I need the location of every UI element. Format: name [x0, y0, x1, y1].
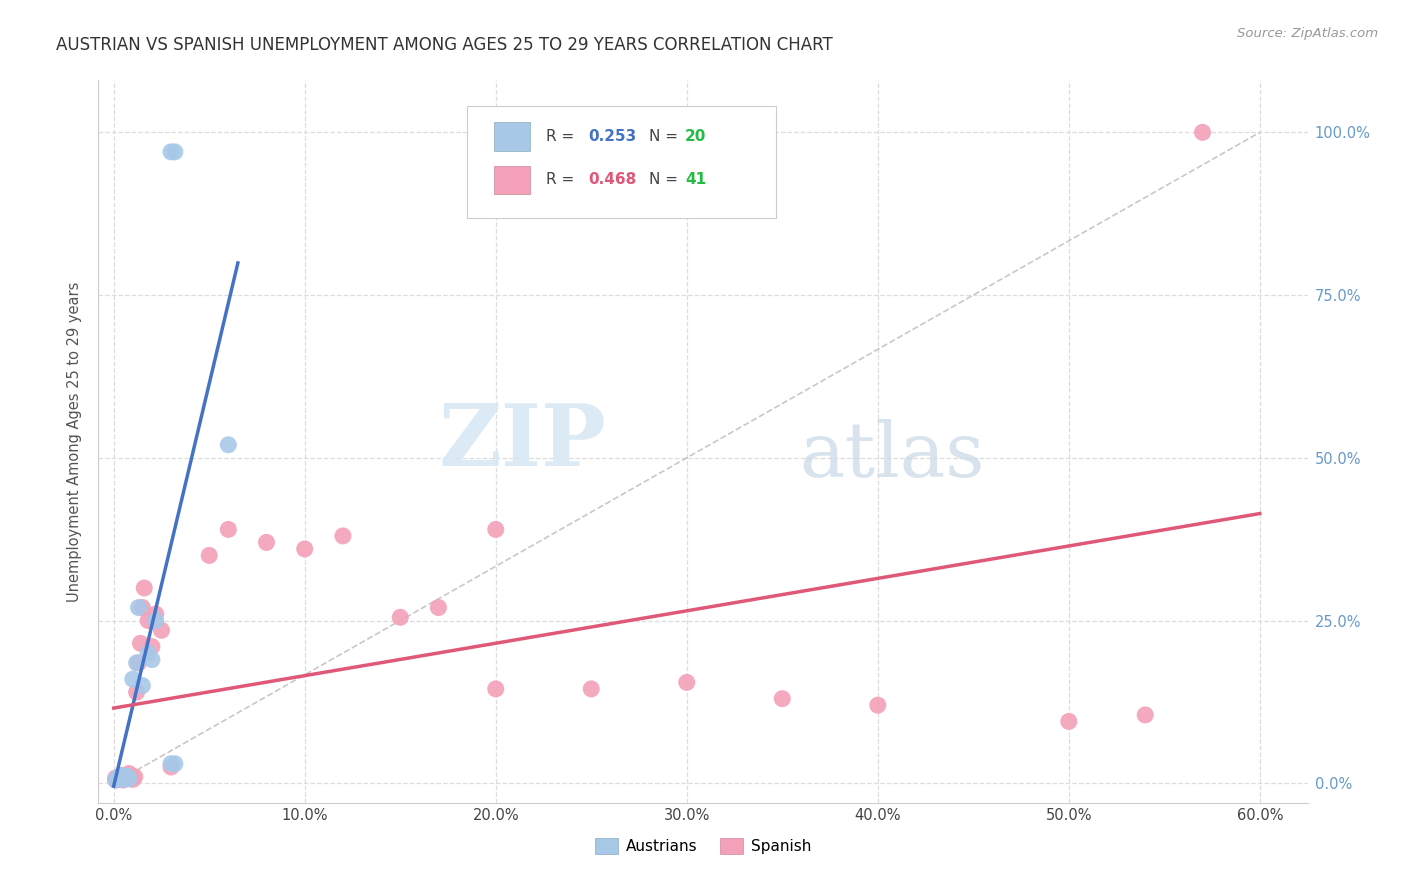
Point: [163, 145, 186, 159]
Point: [125, 656, 148, 670]
Point: [160, 760, 183, 774]
Point: [427, 600, 450, 615]
Point: [104, 772, 127, 787]
Point: [136, 614, 159, 628]
Point: [108, 772, 131, 786]
Point: [256, 535, 278, 549]
Point: [581, 681, 603, 696]
Text: Source: ZipAtlas.com: Source: ZipAtlas.com: [1237, 27, 1378, 40]
Point: [112, 771, 135, 785]
Point: [124, 770, 146, 784]
Text: AUSTRIAN VS SPANISH UNEMPLOYMENT AMONG AGES 25 TO 29 YEARS CORRELATION CHART: AUSTRIAN VS SPANISH UNEMPLOYMENT AMONG A…: [56, 36, 832, 54]
Point: [136, 646, 159, 660]
Point: [112, 772, 135, 787]
Point: [114, 770, 136, 784]
Point: [110, 768, 132, 782]
Point: [160, 756, 183, 771]
Point: [131, 600, 153, 615]
Point: [110, 771, 132, 785]
Text: R =: R =: [546, 172, 579, 187]
Text: 41: 41: [685, 172, 706, 187]
Point: [389, 610, 412, 624]
Point: [770, 691, 793, 706]
Point: [332, 529, 354, 543]
Text: 0.253: 0.253: [588, 129, 637, 145]
Point: [118, 772, 141, 786]
Point: [125, 685, 148, 699]
Point: [107, 772, 129, 787]
Point: [128, 656, 150, 670]
Point: [150, 624, 173, 638]
Point: [866, 698, 889, 713]
Point: [141, 652, 163, 666]
Text: 20: 20: [685, 129, 706, 145]
Point: [163, 756, 186, 771]
Text: N =: N =: [648, 172, 682, 187]
Point: [128, 600, 150, 615]
Point: [107, 771, 129, 785]
Point: [108, 770, 131, 784]
Point: [134, 581, 156, 595]
Legend: Austrians, Spanish: Austrians, Spanish: [589, 832, 817, 860]
Point: [112, 772, 135, 787]
Point: [108, 770, 131, 784]
FancyBboxPatch shape: [467, 105, 776, 218]
Point: [145, 607, 167, 621]
Point: [110, 768, 132, 782]
FancyBboxPatch shape: [494, 122, 530, 151]
Point: [294, 541, 316, 556]
Point: [1135, 707, 1157, 722]
FancyBboxPatch shape: [494, 166, 530, 194]
Point: [160, 145, 183, 159]
Point: [145, 614, 167, 628]
Point: [118, 766, 141, 780]
Point: [485, 681, 508, 696]
Point: [198, 549, 221, 563]
Point: [675, 675, 697, 690]
Point: [120, 771, 142, 785]
Point: [131, 679, 153, 693]
Point: [114, 771, 136, 785]
Text: atlas: atlas: [800, 419, 986, 493]
Point: [1191, 125, 1213, 139]
Text: N =: N =: [648, 129, 682, 145]
Point: [115, 769, 138, 783]
Point: [129, 636, 152, 650]
Text: 0.468: 0.468: [588, 172, 637, 187]
Point: [485, 523, 508, 537]
Point: [217, 438, 239, 452]
Y-axis label: Unemployment Among Ages 25 to 29 years: Unemployment Among Ages 25 to 29 years: [67, 281, 83, 602]
Point: [121, 772, 143, 787]
Point: [104, 771, 127, 785]
Text: ZIP: ZIP: [439, 400, 606, 483]
Point: [1057, 714, 1080, 729]
Point: [115, 768, 138, 782]
Point: [217, 523, 239, 537]
Point: [104, 772, 127, 787]
Text: R =: R =: [546, 129, 579, 145]
Point: [121, 672, 143, 686]
Point: [141, 640, 163, 654]
